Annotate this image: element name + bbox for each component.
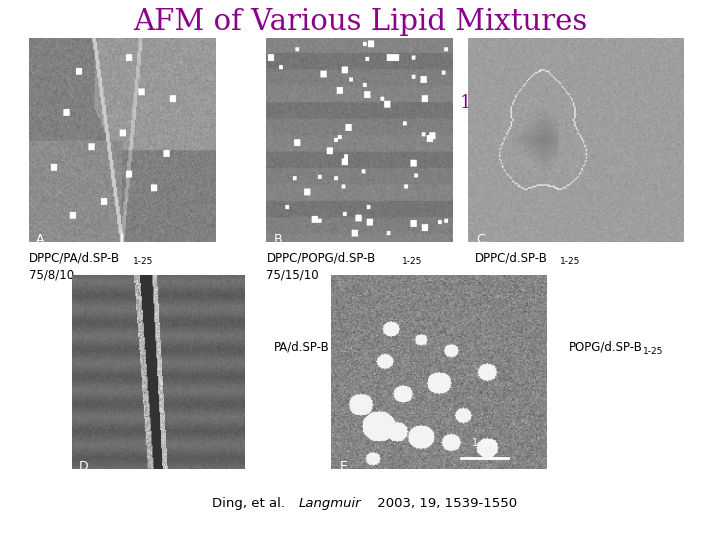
Text: D: D	[79, 460, 89, 473]
Text: B: B	[274, 233, 282, 246]
Text: E: E	[340, 460, 348, 473]
Text: 1-25: 1-25	[459, 94, 500, 112]
Text: 1-25: 1-25	[643, 347, 663, 356]
Text: DPPC/PA/d.SP-B: DPPC/PA/d.SP-B	[29, 251, 120, 264]
Text: 75/15/10: 75/15/10	[266, 268, 319, 281]
Text: C: C	[477, 233, 485, 246]
Text: AFM of Various Lipid Mixtures: AFM of Various Lipid Mixtures	[133, 8, 587, 36]
Text: Langmuir: Langmuir	[299, 497, 361, 510]
Text: DPPC/POPG/d.SP-B: DPPC/POPG/d.SP-B	[266, 251, 376, 264]
Text: 1-25: 1-25	[334, 347, 354, 356]
Text: 1 μm: 1 μm	[472, 438, 497, 448]
Text: A: A	[36, 233, 45, 246]
Text: 2003, 19, 1539-1550: 2003, 19, 1539-1550	[373, 497, 517, 510]
Text: PA/d.SP-B: PA/d.SP-B	[274, 340, 329, 353]
Text: 75/8/10: 75/8/10	[29, 268, 74, 281]
Text: POPG/d.SP-B: POPG/d.SP-B	[569, 340, 643, 353]
Text: Ding, et al.: Ding, et al.	[212, 497, 294, 510]
Text: 1-25: 1-25	[402, 257, 422, 266]
Text: DPPC/d.SP-B: DPPC/d.SP-B	[475, 251, 548, 264]
Text: 1-25: 1-25	[560, 257, 580, 266]
Text: with d.SP-B: with d.SP-B	[274, 86, 446, 114]
Text: 1-25: 1-25	[133, 257, 153, 266]
